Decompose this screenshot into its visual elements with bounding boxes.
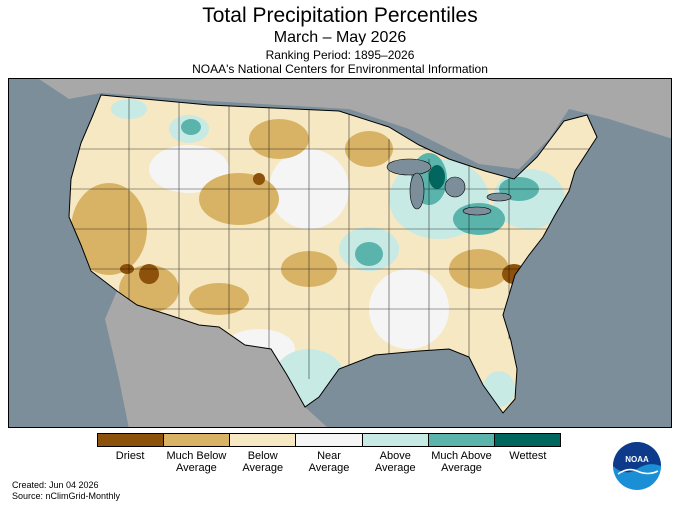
lake-ontario [486,192,512,202]
legend: Driest Much Below Average Below Average Ne… [97,433,561,474]
legend-swatch-driest [98,434,165,446]
legend-label-driest: Driest [115,450,145,462]
legend-swatch-much-above [428,434,495,446]
lake-huron [444,176,466,198]
canada-land [9,79,671,169]
legend-swatch-below [230,434,297,446]
title-block: Total Precipitation Percentiles March – … [0,4,680,76]
lake-michigan [409,172,425,210]
source-org: NOAA's National Centers for Environmenta… [192,62,488,76]
legend-label-much-above: Much Above Average [431,450,492,474]
us-map [9,79,671,427]
map-title: Total Precipitation Percentiles [202,4,478,27]
mexico-land [105,291,327,427]
legend-label-near: Near Average [308,450,350,474]
legend-label-above: Above Average [374,450,416,474]
footer: Created: Jun 04 2026 Source: nClimGrid-M… [12,480,120,502]
legend-swatch-wettest [494,434,560,446]
map-frame [8,78,672,428]
legend-label-wettest: Wettest [509,450,547,462]
legend-colorbar [97,433,561,447]
legend-swatch-above [362,434,429,446]
noaa-logo-text: NOAA [625,455,649,464]
legend-swatch-much-below [164,434,231,446]
legend-label-much-below: Much Below Average [166,450,227,474]
map-period: March – May 2026 [273,29,407,46]
ranking-period: Ranking Period: 1895–2026 [265,48,415,62]
lake-superior [386,158,432,176]
legend-swatch-near [296,434,363,446]
data-source: Source: nClimGrid-Monthly [12,491,121,501]
legend-label-below: Below Average [242,450,284,474]
created-date: Created: Jun 04 2026 [12,480,99,490]
lake-erie [462,206,492,216]
noaa-logo: NOAA [613,442,661,490]
